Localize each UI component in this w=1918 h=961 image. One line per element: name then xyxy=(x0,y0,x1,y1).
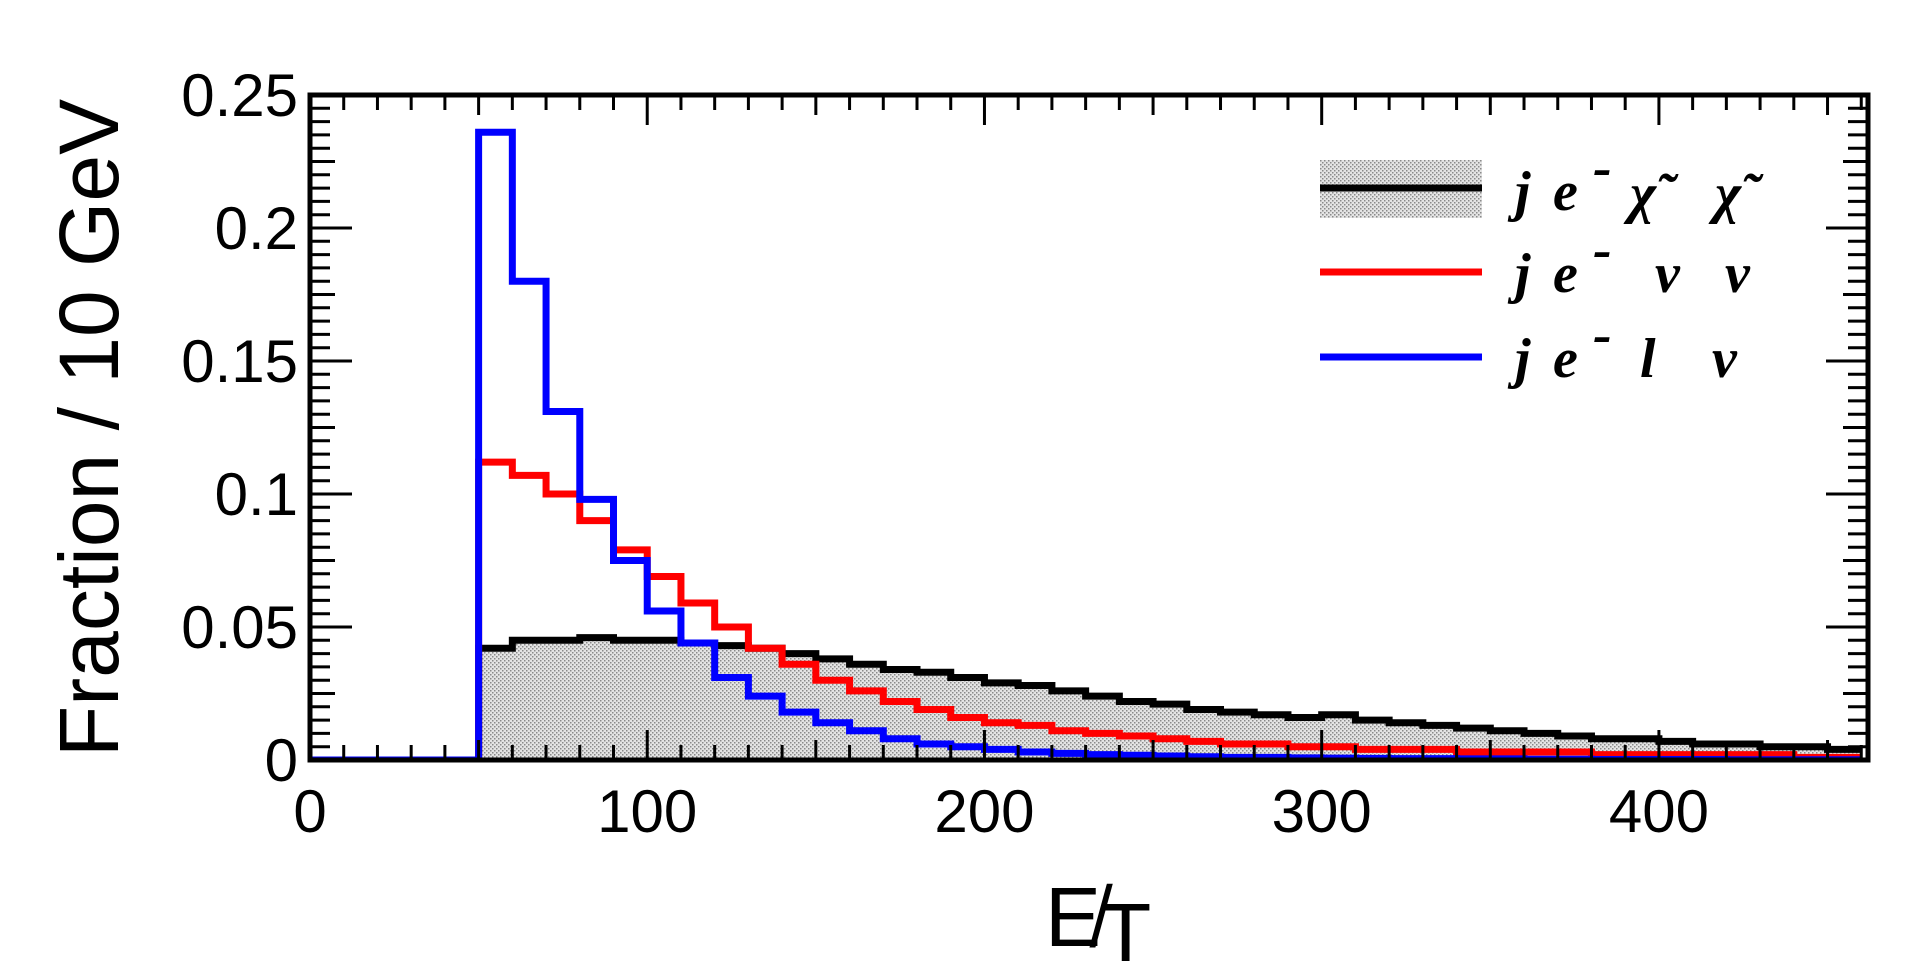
legend-label-lnu: j e - l ν xyxy=(1507,304,1738,390)
plot-frame xyxy=(307,92,1871,763)
legend-nu-2: ν xyxy=(1725,243,1751,305)
legend-label-chi: j e - χ̃ χ̃ xyxy=(1507,137,1764,225)
legend-minus: - xyxy=(1593,219,1612,281)
x-tick-label: 400 xyxy=(1609,778,1709,845)
legend-j: j xyxy=(1507,328,1531,390)
y-tick-label: 0.15 xyxy=(181,328,298,395)
x-tick-label: 200 xyxy=(934,778,1034,845)
y-axis-title: Fraction / 10 GeV xyxy=(42,99,136,757)
legend-e: e xyxy=(1553,161,1578,223)
y-tick-label: 0.05 xyxy=(181,594,298,661)
legend-e: e xyxy=(1553,328,1578,390)
legend-nu-1: ν xyxy=(1655,243,1681,305)
legend-j: j xyxy=(1507,243,1531,305)
legend-chi-1: χ̃ xyxy=(1623,163,1679,225)
legend-minus: - xyxy=(1593,304,1612,366)
x-tick-label: 0 xyxy=(293,778,326,845)
series-line-chi xyxy=(310,634,1862,760)
legend-chi-2: χ̃ xyxy=(1708,163,1764,225)
y-tick-label: 0.25 xyxy=(181,62,298,129)
legend-l: l xyxy=(1640,328,1656,390)
series-line-nunu xyxy=(310,458,1862,760)
legend-e: e xyxy=(1553,243,1578,305)
x-tick-label: 300 xyxy=(1272,778,1372,845)
legend-j: j xyxy=(1507,161,1531,223)
legend-minus: - xyxy=(1593,137,1612,199)
tick-labels-layer: 0 100 200 300 400 0 0.05 0.1 0.15 0.2 0.25 xyxy=(181,62,1709,845)
y-tick-label: 0.1 xyxy=(215,461,298,528)
x-axis-title-subscript: T xyxy=(1100,886,1151,961)
legend-label-nunu: j e - ν ν xyxy=(1507,219,1751,305)
x-tick-label: 100 xyxy=(597,778,697,845)
legend-nu: ν xyxy=(1712,328,1738,390)
legend: j e - χ̃ χ̃ j e - ν ν j e - l ν xyxy=(1320,137,1764,390)
y-tick-label: 0 xyxy=(265,727,298,794)
y-tick-label: 0.2 xyxy=(215,195,298,262)
